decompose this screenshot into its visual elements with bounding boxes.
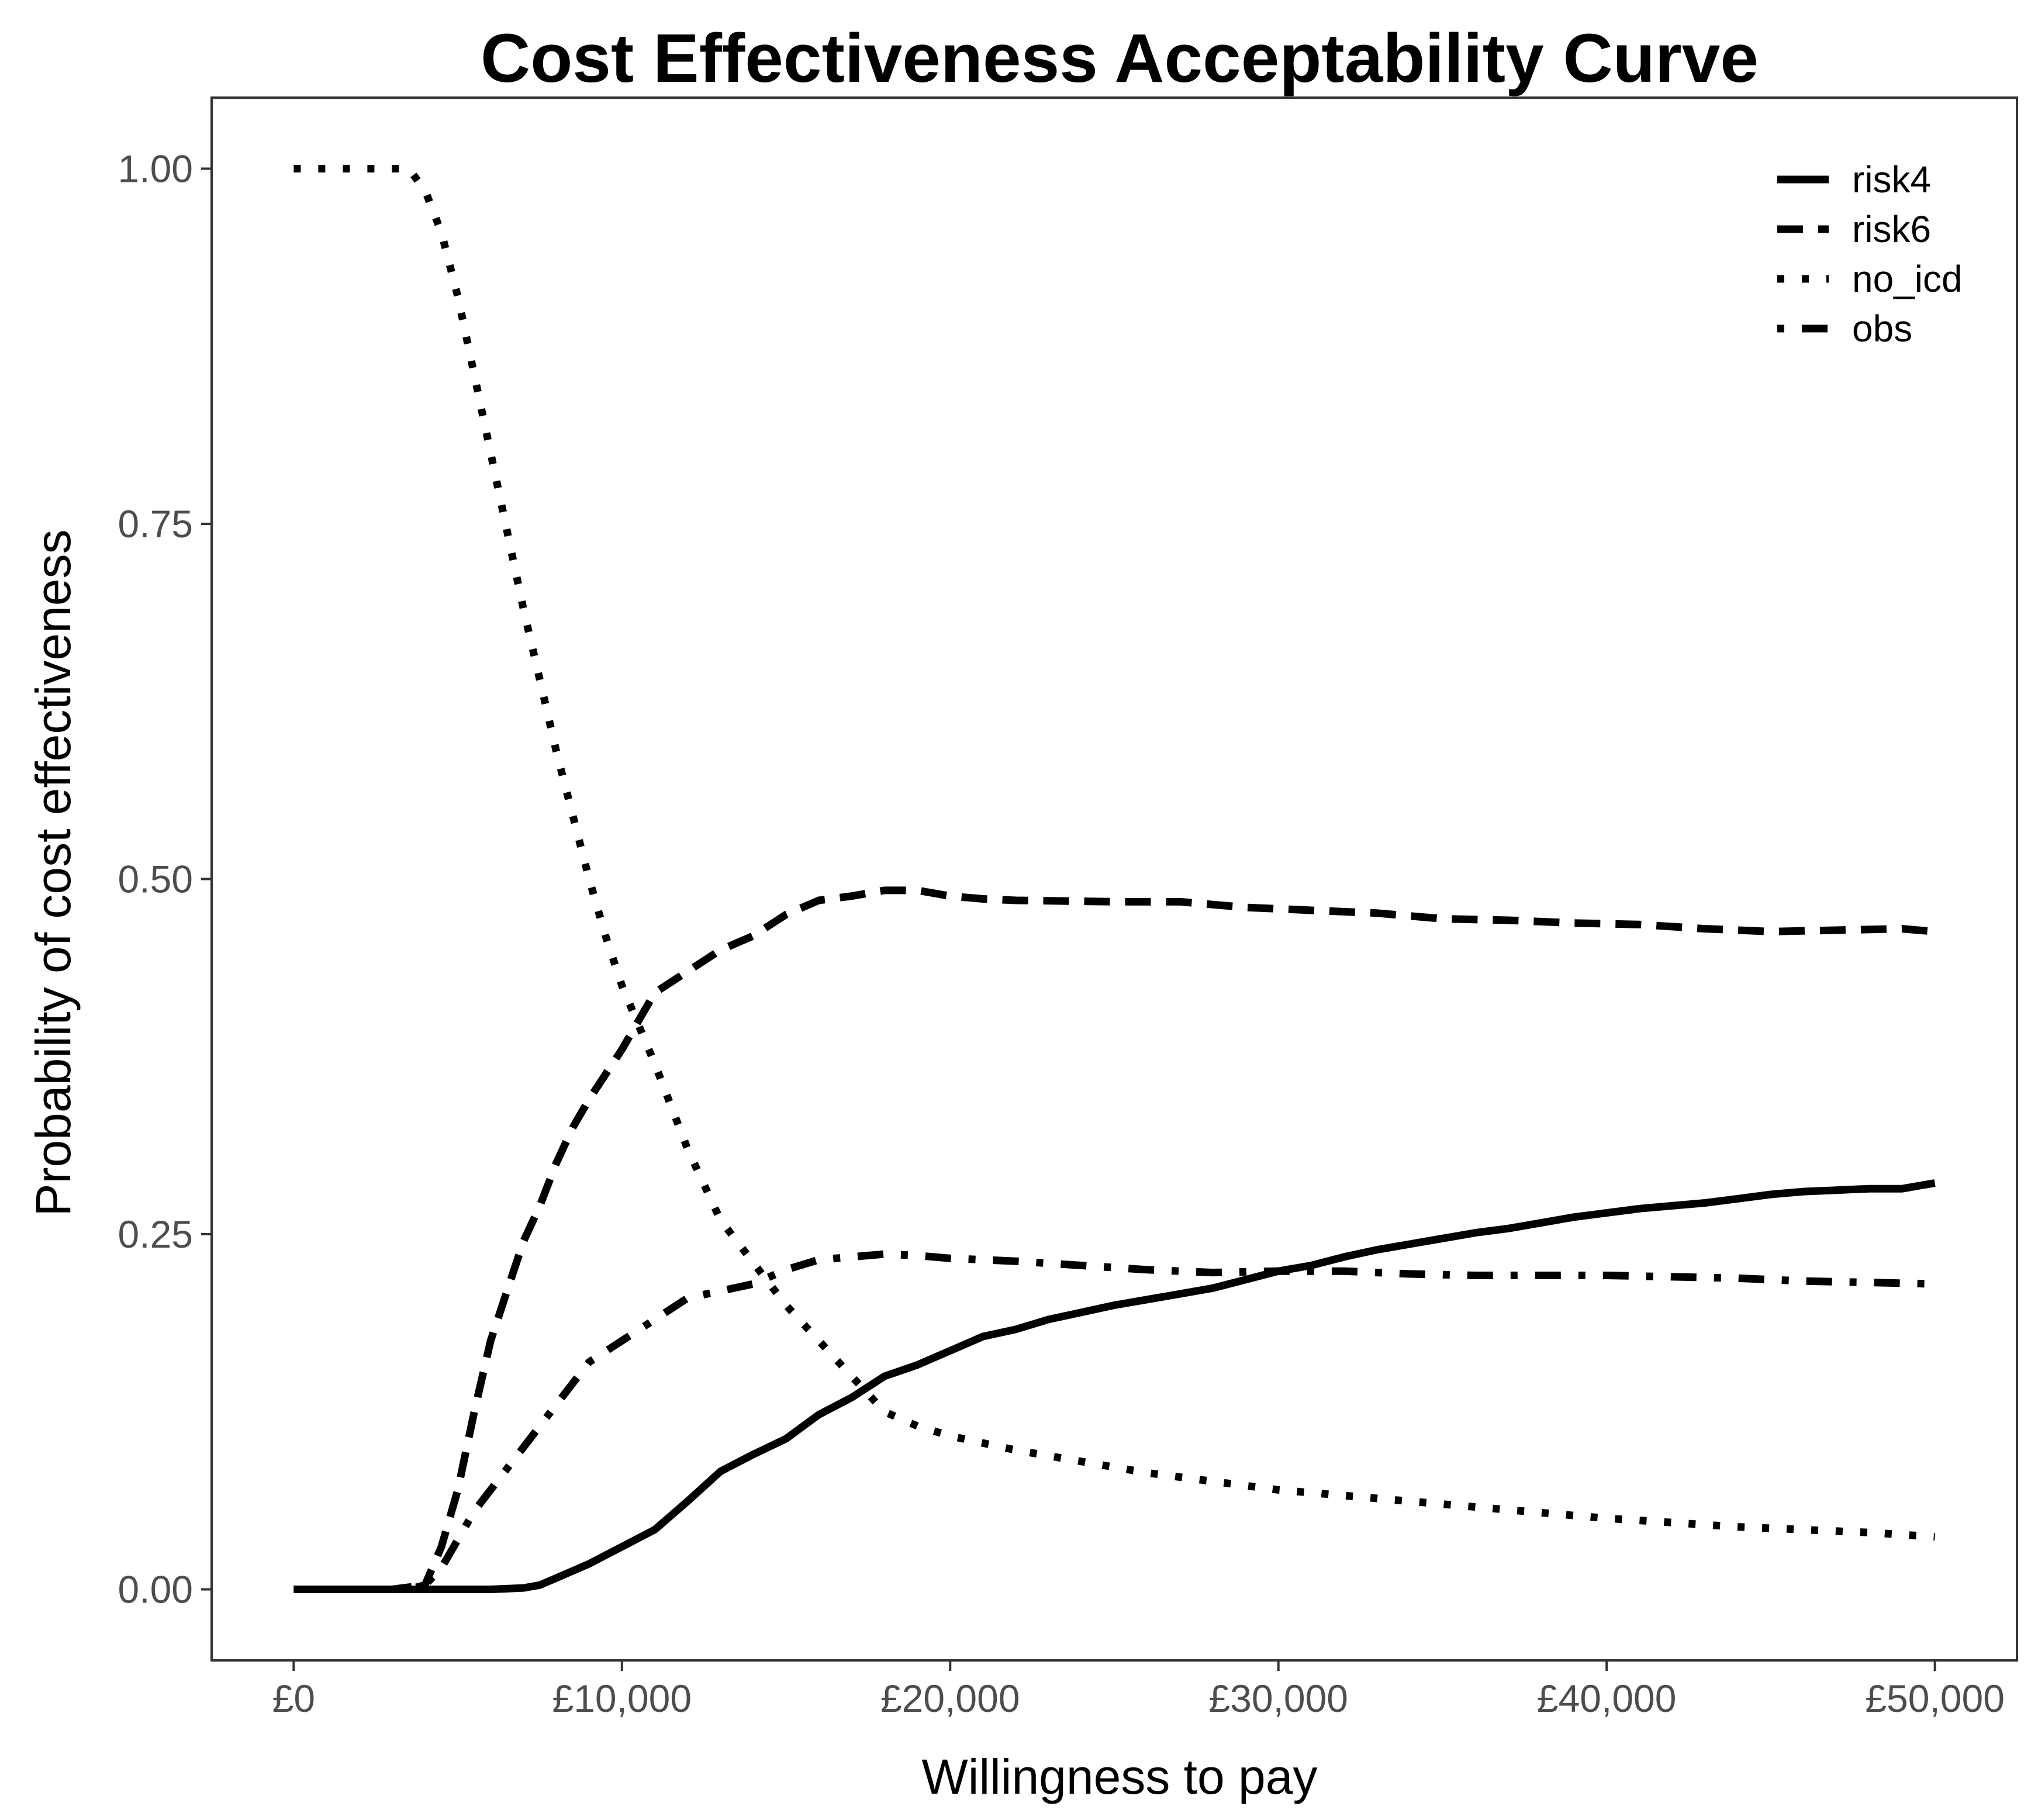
x-tick-label: £10,000 (552, 1677, 692, 1720)
legend-label-obs: obs (1852, 308, 1912, 350)
y-tick-label: 0.00 (118, 1568, 193, 1611)
x-tick-label: £30,000 (1208, 1677, 1348, 1720)
y-tick-label: 0.75 (118, 502, 193, 545)
x-axis-title: Willingness to pay (922, 1749, 1318, 1804)
y-tick-label: 1.00 (118, 147, 193, 191)
legend-label-risk4: risk4 (1852, 158, 1931, 201)
chart-title: Cost Effectiveness Acceptability Curve (481, 20, 1759, 97)
series-line-obs (293, 1250, 1935, 1593)
y-tick-label: 0.25 (118, 1213, 193, 1256)
x-tick-label: £40,000 (1537, 1677, 1677, 1720)
x-tick-label: £20,000 (880, 1677, 1020, 1720)
y-tick-label: 0.50 (118, 858, 193, 901)
legend-label-no_icd: no_icd (1852, 258, 1963, 300)
y-axis-title: Probability of cost effectiveness (26, 529, 81, 1216)
series-line-risk6 (293, 886, 1936, 1593)
axes-layer: £0 £10,000 £20,000 £30,000 £40,000 £50,000 0.0… (118, 96, 2018, 1720)
legend-label-risk6: risk6 (1852, 208, 1931, 250)
x-tick-label: £0 (272, 1677, 315, 1720)
series-layer (293, 165, 1936, 1593)
x-tick-label: £50,000 (1865, 1677, 2005, 1720)
series-line-risk4 (293, 1179, 1936, 1593)
